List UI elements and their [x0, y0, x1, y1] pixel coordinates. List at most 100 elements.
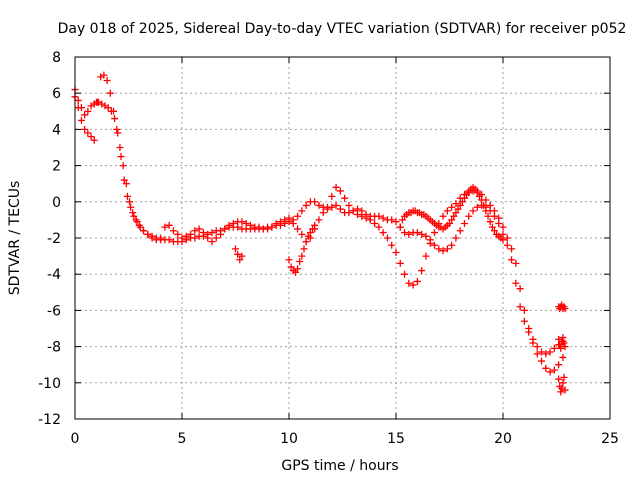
y-axis-ticks: -12 -10 -8 -6 -4 -2 0 2 4 6 8 — [38, 50, 610, 428]
data-point — [460, 194, 468, 202]
data-point — [465, 212, 473, 220]
data-point — [555, 375, 563, 383]
data-point — [396, 223, 404, 231]
data-point — [401, 229, 409, 237]
data-point — [294, 265, 302, 273]
data-point — [81, 111, 89, 119]
data-point — [456, 201, 464, 209]
data-point — [148, 234, 156, 242]
data-point — [332, 183, 340, 191]
data-point — [503, 234, 511, 242]
data-point — [379, 229, 387, 237]
data-point — [117, 153, 125, 161]
data-point — [358, 212, 366, 220]
data-point — [129, 209, 137, 217]
data-point — [296, 258, 304, 266]
data-point — [234, 250, 242, 258]
data-point — [448, 216, 456, 224]
data-point — [84, 107, 92, 115]
data-point — [345, 201, 353, 209]
data-point — [456, 227, 464, 235]
data-point — [550, 366, 558, 374]
data-point — [560, 373, 568, 381]
data-point — [324, 203, 332, 211]
data-point — [450, 212, 458, 220]
data-point — [559, 334, 567, 342]
plot-frame — [74, 56, 611, 420]
data-point — [319, 209, 327, 217]
data-point — [362, 214, 370, 222]
data-point — [405, 230, 413, 238]
data-point — [458, 198, 466, 206]
y-tick-label: -2 — [47, 231, 61, 247]
data-point — [516, 285, 524, 293]
data-point — [199, 229, 207, 237]
data-point — [116, 144, 124, 151]
data-point — [302, 201, 310, 209]
data-point — [238, 252, 246, 260]
data-point — [463, 191, 471, 199]
data-point — [533, 350, 541, 358]
data-point — [490, 207, 498, 215]
data-point — [555, 361, 563, 369]
data-point — [542, 350, 550, 358]
data-point — [272, 220, 280, 228]
x-axis-label: GPS time / hours — [281, 458, 398, 474]
data-point — [503, 241, 511, 249]
data-point — [306, 229, 314, 237]
data-point — [298, 252, 306, 260]
data-point — [398, 216, 406, 224]
data-point — [264, 225, 272, 233]
data-point — [120, 176, 128, 184]
data-point — [508, 256, 516, 264]
data-point — [488, 223, 496, 231]
data-point — [165, 236, 173, 244]
data-point — [418, 267, 426, 275]
data-point — [422, 232, 430, 240]
data-point — [152, 236, 160, 244]
data-point — [309, 225, 317, 233]
y-tick-label: 6 — [52, 86, 61, 102]
data-point — [74, 104, 82, 112]
data-point — [336, 187, 344, 195]
data-point — [161, 223, 169, 231]
data-point — [460, 220, 468, 228]
data-point — [232, 245, 239, 253]
data-point — [512, 279, 520, 287]
data-point — [169, 227, 177, 235]
data-point — [90, 136, 98, 144]
data-point — [392, 248, 400, 256]
data-point — [443, 245, 451, 253]
data-point — [471, 185, 479, 193]
data-points — [71, 71, 569, 396]
data-point — [516, 303, 524, 311]
y-axis-label: SDTVAR / TECUs — [7, 181, 23, 296]
data-point — [127, 203, 135, 211]
data-point — [512, 259, 520, 267]
y-tick-label: -6 — [47, 303, 61, 319]
data-point — [490, 227, 498, 235]
data-point — [486, 201, 494, 209]
data-point — [294, 225, 302, 233]
data-point — [454, 205, 462, 213]
data-point — [285, 256, 293, 264]
data-point — [452, 209, 460, 217]
data-point — [336, 205, 344, 213]
data-point — [104, 104, 112, 112]
data-point — [291, 268, 299, 276]
data-point — [246, 221, 254, 229]
data-point — [268, 223, 276, 231]
data-point — [276, 218, 284, 226]
data-point — [495, 214, 503, 222]
data-point — [114, 129, 122, 137]
data-point — [452, 200, 460, 208]
data-point — [144, 230, 152, 238]
data-point — [413, 277, 421, 285]
data-point — [122, 180, 130, 188]
data-point — [106, 89, 114, 97]
data-point — [448, 203, 456, 211]
data-point — [560, 339, 568, 347]
data-point — [525, 325, 533, 332]
data-point — [113, 125, 121, 133]
data-point — [341, 194, 349, 202]
